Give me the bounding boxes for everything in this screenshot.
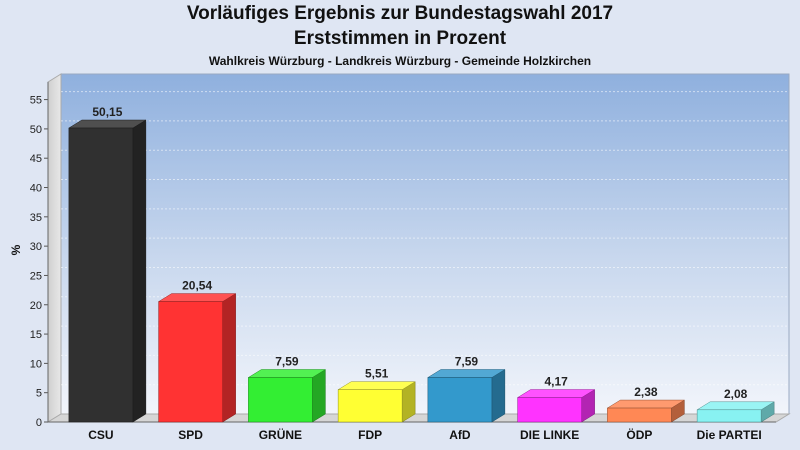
bar [337, 389, 403, 423]
x-tick-label: AfD [449, 428, 471, 442]
y-tick-label: 30 [30, 241, 42, 253]
bar-side [132, 119, 147, 423]
chart-title: Vorläufiges Ergebnis zur Bundestagswahl … [186, 3, 614, 24]
bar [158, 301, 223, 423]
bar [248, 377, 313, 423]
x-tick-label: Die PARTEI [697, 428, 762, 442]
data-label: 4,17 [544, 375, 568, 389]
y-tick-label: 10 [30, 358, 42, 370]
bar-top [247, 369, 327, 378]
y-tick-label: 50 [30, 124, 42, 136]
y-tick-label: 5 [36, 388, 42, 400]
x-tick-label: GRÜNE [259, 427, 302, 442]
bar-top [516, 389, 596, 398]
data-label: 2,38 [634, 385, 658, 399]
y-tick-label: 25 [30, 270, 42, 282]
bar-side [312, 369, 326, 423]
y-tick-label: 0 [36, 417, 42, 429]
x-tick-label: DIE LINKE [520, 428, 579, 442]
x-tick-label: FDP [358, 428, 382, 442]
bar-side [491, 369, 506, 423]
x-tick-label: CSU [88, 428, 113, 442]
bar [68, 127, 134, 423]
bar-top [67, 119, 147, 129]
chart-caption: Wahlkreis Würzburg - Landkreis Würzburg … [208, 54, 592, 68]
y-tick-label: 20 [30, 300, 42, 312]
bar-top [337, 381, 417, 390]
y-tick-label: 45 [30, 153, 42, 165]
bar-side [222, 293, 236, 423]
bar-top [426, 369, 506, 378]
y-tick-label: 55 [30, 95, 42, 107]
chart-subtitle: Erststimmen in Prozent [293, 28, 507, 49]
x-tick-label: ÖDP [626, 427, 652, 442]
data-label: 50,15 [92, 105, 122, 119]
plot-side-wall [47, 73, 62, 423]
bar-top [157, 293, 237, 302]
data-label: 2,08 [724, 387, 748, 401]
bar-top [696, 401, 776, 411]
y-axis-label: % [9, 244, 23, 255]
bar [427, 377, 493, 423]
data-label: 7,59 [275, 355, 299, 369]
y-tick-label: 40 [30, 183, 42, 195]
bar [517, 397, 582, 423]
y-tick-label: 35 [30, 212, 42, 224]
bar [696, 409, 762, 423]
data-label: 7,59 [455, 355, 479, 369]
data-label: 5,51 [365, 367, 389, 381]
bar [607, 407, 672, 423]
data-label: 20,54 [182, 279, 212, 293]
x-tick-label: SPD [178, 428, 203, 442]
y-tick-label: 15 [30, 329, 42, 341]
bar-top [606, 399, 686, 409]
